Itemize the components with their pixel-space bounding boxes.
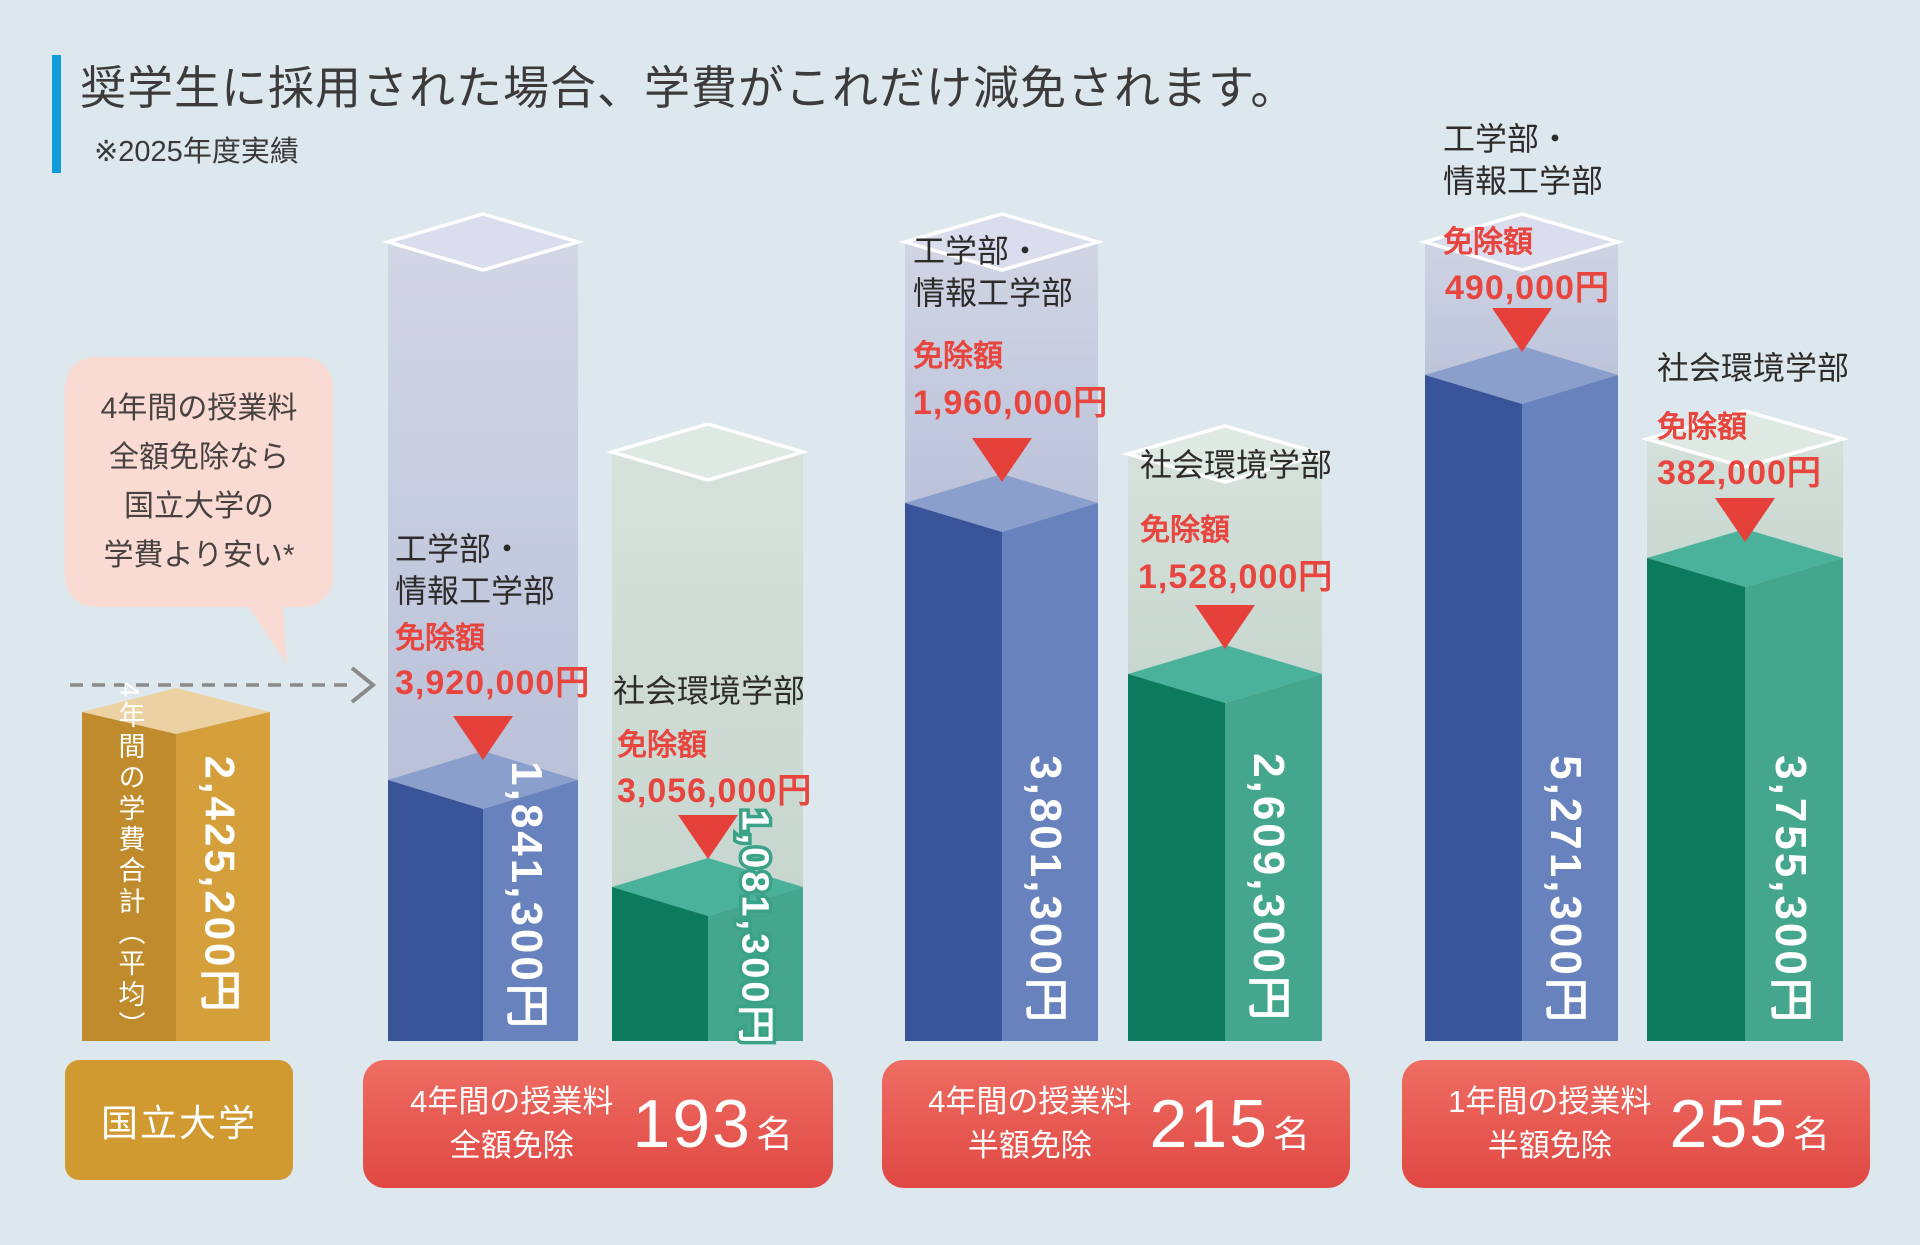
badge-text: 4年間の授業料 半額免除 — [920, 1080, 1140, 1168]
ghost-bar-g2-social — [1121, 424, 1329, 705]
badge-text: 4年間の授業料 全額免除 — [401, 1080, 623, 1168]
menjo-amount-g1-social: 3,056,000円 — [617, 772, 813, 810]
menjo-amount-g2-engineering: 1,960,000円 — [913, 384, 1109, 422]
bar-value-g2-engineering: 3,801,300円 — [1021, 755, 1070, 1025]
bar-value-g3-engineering: 5,271,300円 — [1541, 755, 1590, 1025]
bar-value-g1-engineering: 1,841,300円 — [502, 761, 551, 1031]
bar-g2-engineering — [905, 474, 1098, 1041]
bar-g2-social — [1128, 645, 1322, 1041]
bubble-line: 学費より安い* — [103, 539, 295, 572]
bar-g1-social — [612, 858, 803, 1041]
badge-count-unit: 名 — [1793, 1114, 1832, 1155]
badge-line: 半額免除 — [1487, 1128, 1612, 1163]
exemption-arrow-icons — [453, 308, 1775, 859]
menjo-amount-g1-engineering: 3,920,000円 — [395, 664, 591, 702]
bar-g1-engineering — [388, 751, 578, 1041]
badge-line: 4年間の授業料 — [410, 1084, 614, 1119]
badge-half-exemption-4yr: 4年間の授業料 半額免除 215 名 — [882, 1060, 1350, 1188]
faculty-line: 社会環境学部 — [1657, 350, 1850, 386]
badge-half-exemption-1yr: 1年間の授業料 半額免除 255 名 — [1402, 1060, 1870, 1188]
badge-count: 255 名 — [1670, 1085, 1832, 1163]
faculty-line: 工学部・ — [1443, 121, 1572, 157]
badge-line: 1年間の授業料 — [1448, 1084, 1652, 1119]
down-triangle-icon — [1492, 308, 1552, 352]
faculty-label-g3-social: 社会環境学部 — [1657, 347, 1849, 389]
page-title: 奨学生に採用された場合、学費がこれだけ減免されます。 — [80, 62, 1298, 114]
faculty-label-g1-engineering: 工学部・ 情報工学部 — [395, 528, 555, 612]
down-triangle-icon — [972, 438, 1032, 482]
badge-full-exemption-4yr: 4年間の授業料 全額免除 193 名 — [363, 1060, 833, 1188]
speech-bubble: 4年間の授業料 全額免除なら 国立大学の 学費より安い* — [65, 357, 333, 607]
badge-count-number: 193 — [632, 1086, 752, 1162]
badge-count-number: 255 — [1669, 1086, 1789, 1162]
down-triangle-icon — [678, 815, 738, 859]
menjo-label-g3-engineering: 免除額 — [1443, 226, 1533, 259]
ghost-bar-g1-engineering — [381, 212, 585, 811]
bar-g3-social — [1647, 529, 1843, 1041]
faculty-label-g3-engineering: 工学部・ 情報工学部 — [1443, 118, 1603, 202]
badge-line: 全額免除 — [449, 1128, 574, 1163]
bar-value-g2-social: 2,609,300円 — [1244, 753, 1293, 1023]
down-triangle-icon — [1195, 605, 1255, 649]
ghost-bar-g1-social — [605, 422, 810, 917]
bubble-line: 全額免除なら — [109, 441, 289, 474]
menjo-label-g2-engineering: 免除額 — [913, 340, 1003, 373]
faculty-line: 情報工学部 — [1443, 163, 1604, 199]
national-bar-value: 2,425,200円 — [196, 755, 244, 1015]
faculty-line: 情報工学部 — [913, 275, 1074, 311]
badge-text: 1年間の授業料 半額免除 — [1440, 1080, 1660, 1168]
speech-bubble-text: 4年間の授業料 全額免除なら 国立大学の 学費より安い* — [101, 384, 298, 580]
title-accent-bar — [52, 55, 61, 173]
bubble-line: 4年間の授業料 — [100, 392, 298, 425]
faculty-label-g1-social: 社会環境学部 — [613, 670, 805, 712]
ghost-bar-g2-engineering — [898, 212, 1105, 534]
badge-line: 半額免除 — [967, 1128, 1092, 1163]
dashed-arrow — [70, 666, 377, 704]
bar-value-g3-social: 3,755,300円 — [1766, 755, 1815, 1025]
menjo-amount-g2-social: 1,528,000円 — [1138, 558, 1334, 596]
faculty-line: 工学部・ — [395, 531, 524, 567]
badge-count-number: 215 — [1149, 1086, 1269, 1162]
bar-national-university — [82, 688, 270, 1041]
bar-value-g1-social: 1,081,300円 — [730, 806, 779, 1050]
menjo-amount-g3-engineering: 490,000円 — [1445, 269, 1610, 307]
badge-count: 215 名 — [1150, 1085, 1312, 1163]
faculty-line: 社会環境学部 — [1140, 447, 1333, 483]
badge-count-unit: 名 — [756, 1114, 795, 1155]
national-university-box: 国立大学 — [65, 1060, 293, 1180]
badge-line: 4年間の授業料 — [928, 1084, 1132, 1119]
menjo-label-g1-social: 免除額 — [617, 729, 707, 762]
down-triangle-icon — [1715, 498, 1775, 542]
faculty-label-g2-social: 社会環境学部 — [1140, 444, 1332, 486]
menjo-amount-g3-social: 382,000円 — [1657, 454, 1822, 492]
bar-g3-engineering — [1425, 346, 1618, 1041]
bubble-line: 国立大学の — [124, 490, 274, 523]
faculty-line: 情報工学部 — [395, 573, 556, 609]
badge-count-unit: 名 — [1273, 1114, 1312, 1155]
speech-bubble-tail — [243, 598, 287, 665]
title-note: ※2025年度実績 — [94, 136, 299, 168]
national-bar-label: 4年間の学費合計（平均） — [114, 681, 145, 1043]
faculty-line: 工学部・ — [913, 233, 1042, 269]
faculty-line: 社会環境学部 — [613, 673, 806, 709]
menjo-label-g2-social: 免除額 — [1140, 514, 1230, 547]
menjo-label-g1-engineering: 免除額 — [395, 622, 485, 655]
down-triangle-icon — [453, 716, 513, 760]
badge-count: 193 名 — [633, 1085, 795, 1163]
faculty-label-g2-engineering: 工学部・ 情報工学部 — [913, 230, 1073, 314]
menjo-label-g3-social: 免除額 — [1657, 411, 1747, 444]
